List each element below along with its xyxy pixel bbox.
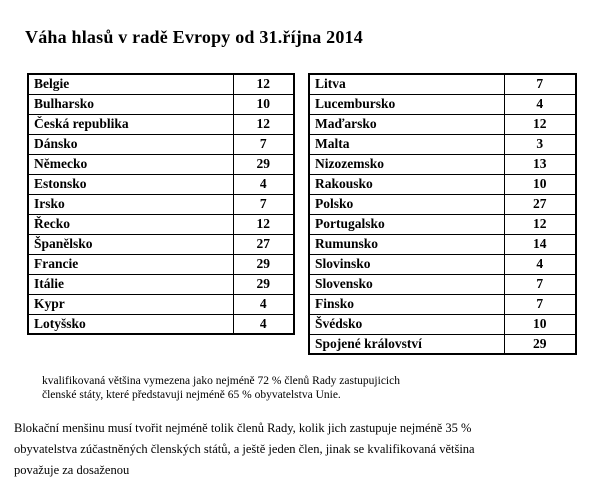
table-row: Švédsko 10	[308, 313, 577, 335]
votes-cell: 12	[232, 213, 295, 235]
votes-cell: 7	[503, 273, 577, 295]
country-cell: Francie	[27, 253, 234, 275]
votes-cell: 29	[232, 253, 295, 275]
country-cell: Lucembursko	[308, 93, 505, 115]
table-row: Malta 3	[308, 133, 577, 155]
table-row: Itálie 29	[27, 273, 295, 295]
country-cell: Malta	[308, 133, 505, 155]
table-row: Portugalsko 12	[308, 213, 577, 235]
country-cell: Řecko	[27, 213, 234, 235]
country-cell: Slovinsko	[308, 253, 505, 275]
table-row: Polsko 27	[308, 193, 577, 215]
table-row: Francie 29	[27, 253, 295, 275]
votes-cell: 10	[503, 173, 577, 195]
table-row: Rumunsko 14	[308, 233, 577, 255]
country-cell: Maďarsko	[308, 113, 505, 135]
table-row: Kypr 4	[27, 293, 295, 315]
country-cell: Polsko	[308, 193, 505, 215]
votes-cell: 7	[232, 193, 295, 215]
table-row: Lucembursko 4	[308, 93, 577, 115]
country-cell: Spojené království	[308, 333, 505, 355]
votes-cell: 7	[503, 73, 577, 95]
table-row: Slovinsko 4	[308, 253, 577, 275]
country-cell: Finsko	[308, 293, 505, 315]
country-cell: Itálie	[27, 273, 234, 295]
votes-cell: 4	[503, 253, 577, 275]
table-row: Lotyšsko 4	[27, 313, 295, 335]
votes-cell: 4	[232, 313, 295, 335]
country-cell: Španělsko	[27, 233, 234, 255]
blocking-minority-note: Blokační menšinu musí tvořit nejméně tol…	[14, 418, 475, 481]
votes-cell: 27	[503, 193, 577, 215]
votes-cell: 12	[232, 113, 295, 135]
country-cell: Portugalsko	[308, 213, 505, 235]
votes-table-left: Belgie 12 Bulharsko 10 Česká republika 12 D…	[27, 73, 295, 335]
table-row: Dánsko 7	[27, 133, 295, 155]
country-cell: Rakousko	[308, 173, 505, 195]
votes-cell: 29	[232, 273, 295, 295]
votes-cell: 12	[503, 213, 577, 235]
table-row: Spojené království 29	[308, 333, 577, 355]
table-row: Irsko 7	[27, 193, 295, 215]
country-cell: Litva	[308, 73, 505, 95]
qualified-majority-note: kvalifikovaná většina vymezena jako nejm…	[42, 374, 400, 402]
table-row: Finsko 7	[308, 293, 577, 315]
votes-cell: 4	[232, 173, 295, 195]
country-cell: Estonsko	[27, 173, 234, 195]
note-line: Blokační menšinu musí tvořit nejméně tol…	[14, 421, 472, 435]
country-cell: Nizozemsko	[308, 153, 505, 175]
note-line: obyvatelstva zúčastněných členských stát…	[14, 442, 475, 456]
votes-cell: 27	[232, 233, 295, 255]
table-row: Estonsko 4	[27, 173, 295, 195]
table-row: Bulharsko 10	[27, 93, 295, 115]
note-line: kvalifikovaná většina vymezena jako nejm…	[42, 375, 400, 387]
note-line: členské státy, které představuji nejméně…	[42, 389, 341, 401]
country-cell: Německo	[27, 153, 234, 175]
table-row: Řecko 12	[27, 213, 295, 235]
country-cell: Belgie	[27, 73, 234, 95]
votes-cell: 13	[503, 153, 577, 175]
table-row: Belgie 12	[27, 73, 295, 95]
votes-cell: 14	[503, 233, 577, 255]
country-cell: Dánsko	[27, 133, 234, 155]
country-cell: Bulharsko	[27, 93, 234, 115]
votes-cell: 29	[503, 333, 577, 355]
votes-cell: 29	[232, 153, 295, 175]
country-cell: Rumunsko	[308, 233, 505, 255]
votes-cell: 3	[503, 133, 577, 155]
table-row: Slovensko 7	[308, 273, 577, 295]
country-cell: Slovensko	[308, 273, 505, 295]
table-row: Česká republika 12	[27, 113, 295, 135]
country-cell: Irsko	[27, 193, 234, 215]
votes-cell: 7	[503, 293, 577, 315]
country-cell: Lotyšsko	[27, 313, 234, 335]
table-row: Nizozemsko 13	[308, 153, 577, 175]
votes-cell: 7	[232, 133, 295, 155]
note-line: považuje za dosaženou	[14, 463, 130, 477]
votes-cell: 10	[232, 93, 295, 115]
table-row: Španělsko 27	[27, 233, 295, 255]
votes-cell: 4	[503, 93, 577, 115]
table-row: Litva 7	[308, 73, 577, 95]
votes-cell: 12	[232, 73, 295, 95]
country-cell: Kypr	[27, 293, 234, 315]
country-cell: Švédsko	[308, 313, 505, 335]
country-cell: Česká republika	[27, 113, 234, 135]
votes-cell: 4	[232, 293, 295, 315]
votes-cell: 10	[503, 313, 577, 335]
table-row: Německo 29	[27, 153, 295, 175]
table-row: Maďarsko 12	[308, 113, 577, 135]
table-row: Rakousko 10	[308, 173, 577, 195]
votes-table-right: Litva 7 Lucembursko 4 Maďarsko 12 Malta 3 Ni…	[308, 73, 577, 355]
page-title: Váha hlasů v radě Evropy od 31.října 201…	[25, 27, 363, 47]
votes-cell: 12	[503, 113, 577, 135]
